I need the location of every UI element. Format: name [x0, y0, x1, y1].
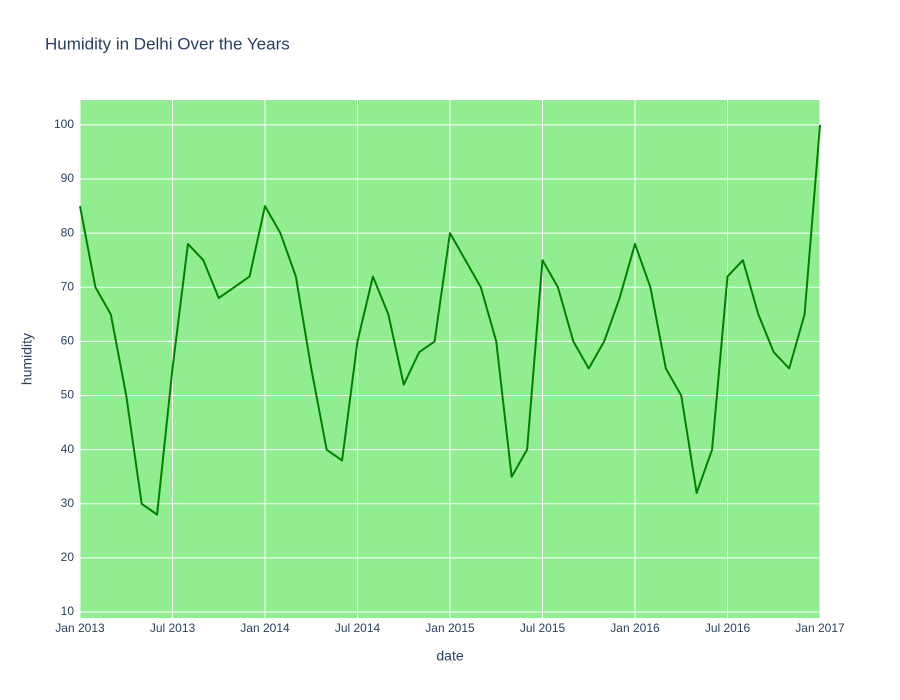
x-tick-label: Jul 2015	[520, 621, 566, 635]
y-axis-title: humidity	[19, 333, 35, 385]
x-tick-label: Jul 2016	[705, 621, 751, 635]
y-tick-label: 70	[61, 279, 75, 293]
y-tick-label: 60	[61, 334, 75, 348]
x-tick-label: Jan 2016	[610, 621, 660, 635]
y-tick-label: 100	[54, 117, 74, 131]
y-tick-label: 90	[61, 171, 75, 185]
y-tick-label: 80	[61, 225, 75, 239]
data-line	[79, 124, 821, 516]
y-tick-label: 20	[61, 550, 75, 564]
y-tick-label: 10	[61, 604, 75, 618]
x-tick-label: Jan 2015	[425, 621, 475, 635]
y-tick-label: 30	[61, 496, 75, 510]
chart-title: Humidity in Delhi Over the Years	[45, 34, 290, 53]
x-tick-label: Jan 2013	[55, 621, 105, 635]
x-tick-label: Jul 2014	[335, 621, 381, 635]
y-tick-label: 50	[61, 388, 75, 402]
x-tick-label: Jul 2013	[150, 621, 196, 635]
x-axis-title: date	[436, 648, 463, 664]
x-tick-label: Jan 2017	[795, 621, 845, 635]
y-tick-label: 40	[61, 442, 75, 456]
x-tick-label: Jan 2014	[240, 621, 290, 635]
